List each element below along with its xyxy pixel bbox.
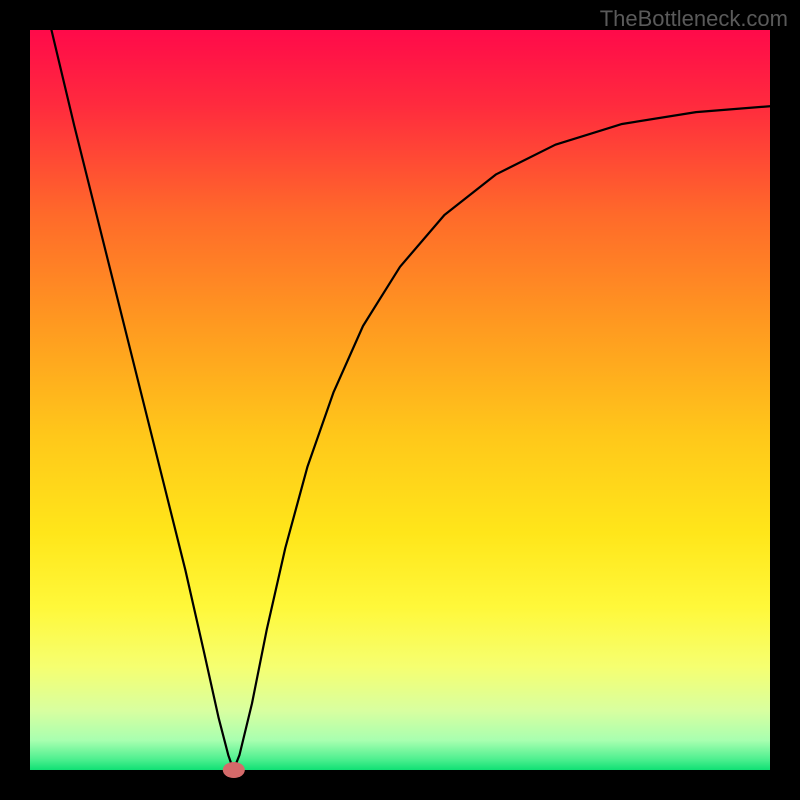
chart-container: TheBottleneck.com (0, 0, 800, 800)
bottleneck-curve (30, 30, 770, 770)
watermark-text: TheBottleneck.com (600, 6, 788, 32)
plot-area (30, 30, 770, 770)
optimal-point-marker (222, 762, 244, 778)
